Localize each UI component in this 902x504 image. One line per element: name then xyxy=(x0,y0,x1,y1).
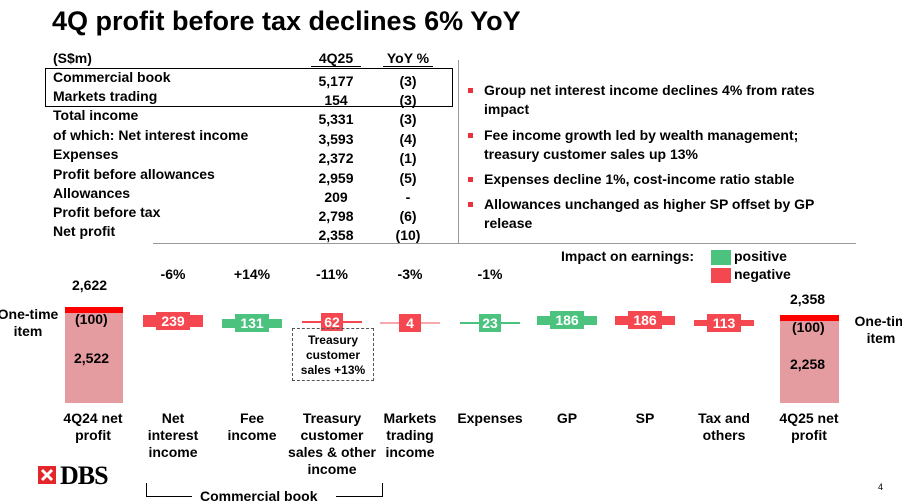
table-cell: 5,177 xyxy=(318,73,354,89)
table-cell: Commercial book xyxy=(53,69,171,85)
legend-title: Impact on earnings: xyxy=(561,248,695,264)
table-cell: 2,959 xyxy=(318,170,354,186)
table-row: Expenses 2,372 (1) xyxy=(53,146,433,166)
table-cell: 3,593 xyxy=(318,131,354,147)
table-row: Allowances 209 - xyxy=(53,185,433,205)
bar-value-label: 131 xyxy=(235,314,269,332)
table-cell: 4Q25 xyxy=(311,50,361,67)
table-row: of which: Net interest income 3,593 (4) xyxy=(53,127,433,147)
start-underlying-bar xyxy=(65,313,123,403)
bar-value-label: 62 xyxy=(321,313,343,331)
table-cell: (3) xyxy=(399,73,417,89)
page-title: 4Q profit before tax declines 6% YoY xyxy=(52,6,521,36)
dbs-logo-mark xyxy=(38,466,56,484)
table-cell: Markets trading xyxy=(53,88,158,104)
table-cell: 2,798 xyxy=(318,208,354,224)
table-row: Commercial book 5,177 (3) xyxy=(53,69,433,89)
table-row: Total income 5,331 (3) xyxy=(53,107,433,127)
table-cell: 209 xyxy=(324,189,348,205)
category-label: Tax and others xyxy=(698,410,750,443)
category-label: Net interest income xyxy=(147,410,199,460)
category-label: Treasury customer sales & other income xyxy=(288,410,376,477)
start-total: 2,622 xyxy=(72,277,108,293)
end-total: 2,358 xyxy=(790,291,826,307)
bar-value-label: 113 xyxy=(707,314,741,332)
table-cell: Expenses xyxy=(53,146,119,162)
end-onetime-value: (100) xyxy=(792,319,825,335)
category-label: Markets trading income xyxy=(383,410,437,460)
end-underlying-value: 2,258 xyxy=(790,356,826,372)
bullet: Expenses decline 1%, cost-income ratio s… xyxy=(468,170,853,189)
yoy-pct-label: -6% xyxy=(160,266,186,282)
table-cell: Profit before tax xyxy=(53,204,161,220)
bullet: Fee income growth led by wealth manageme… xyxy=(468,126,853,164)
start-onetime-bar xyxy=(65,307,123,313)
end-onetime-label: One-tim item xyxy=(854,313,902,346)
bracket-right xyxy=(382,483,383,497)
table-cell: YoY % xyxy=(383,50,433,67)
divider xyxy=(153,243,856,244)
category-label: 4Q25 net profit xyxy=(779,410,839,443)
table-cell: Profit before allowances xyxy=(53,166,215,182)
table-cell: (4) xyxy=(399,131,417,147)
bar-value-label: 23 xyxy=(479,314,501,332)
bar-value-label: 186 xyxy=(550,311,584,329)
category-label: 4Q24 net profit xyxy=(63,410,123,443)
table-cell: (3) xyxy=(399,92,417,108)
bar-value-label: 239 xyxy=(156,312,190,330)
category-label: Expenses xyxy=(457,410,523,426)
yoy-pct-label: -3% xyxy=(397,266,423,282)
treasury-callout: Treasury customer sales +13% xyxy=(292,328,374,381)
table-cell: 2,358 xyxy=(318,227,354,243)
table-cell: 5,331 xyxy=(318,111,354,127)
start-onetime-value: (100) xyxy=(75,311,108,327)
category-label: SP xyxy=(635,410,655,426)
legend-positive: positive xyxy=(734,248,787,264)
table-cell: Net profit xyxy=(53,223,116,239)
bracket-line xyxy=(336,496,382,497)
table-cell: 154 xyxy=(324,92,348,108)
start-underlying-value: 2,522 xyxy=(74,350,110,366)
bracket-label: Commercial book xyxy=(200,488,318,504)
legend-negative: negative xyxy=(734,266,791,282)
page-number: 4 xyxy=(878,482,884,492)
end-underlying-bar xyxy=(780,321,839,403)
table-row: Profit before tax 2,798 (6) xyxy=(53,204,433,224)
bracket-line xyxy=(146,496,192,497)
table-row: Profit before allowances 2,959 (5) xyxy=(53,166,433,186)
table-cell: - xyxy=(405,189,411,205)
table-cell: (3) xyxy=(399,111,417,127)
category-label: GP xyxy=(556,410,578,426)
bar-value-label: 4 xyxy=(399,314,421,332)
legend-positive-swatch xyxy=(711,250,731,265)
table-cell: (6) xyxy=(399,208,417,224)
start-onetime-label: One-time item xyxy=(0,306,59,339)
bar-value-label: 186 xyxy=(628,311,662,329)
table-cell: Total income xyxy=(53,107,139,123)
bracket-left xyxy=(146,483,147,497)
table-row: Net profit 2,358 (10) xyxy=(53,223,433,243)
legend-negative-swatch xyxy=(711,268,731,283)
bullet: Allowances unchanged as higher SP offset… xyxy=(468,195,853,233)
table-cell: (1) xyxy=(399,150,417,166)
table-cell: (S$m) xyxy=(53,50,92,66)
table-cell: (5) xyxy=(399,170,417,186)
bullet: Group net interest income declines 4% fr… xyxy=(468,81,853,119)
yoy-pct-label: +14% xyxy=(233,266,271,282)
table-cell: of which: Net interest income xyxy=(53,127,249,143)
commercial-box xyxy=(45,68,453,107)
dbs-logo: DBS xyxy=(60,461,109,490)
yoy-pct-label: -1% xyxy=(477,266,503,282)
table-cell: (10) xyxy=(395,227,421,243)
table-cell: Allowances xyxy=(53,185,131,201)
end-onetime-bar xyxy=(780,315,839,321)
divider xyxy=(458,60,459,243)
category-label: Fee income xyxy=(227,410,277,443)
yoy-pct-label: -11% xyxy=(316,266,348,282)
table-row: Markets trading 154 (3) xyxy=(53,88,433,108)
table-header: (S$m) 4Q25 YoY % xyxy=(53,50,433,69)
table-cell: 2,372 xyxy=(318,150,354,166)
